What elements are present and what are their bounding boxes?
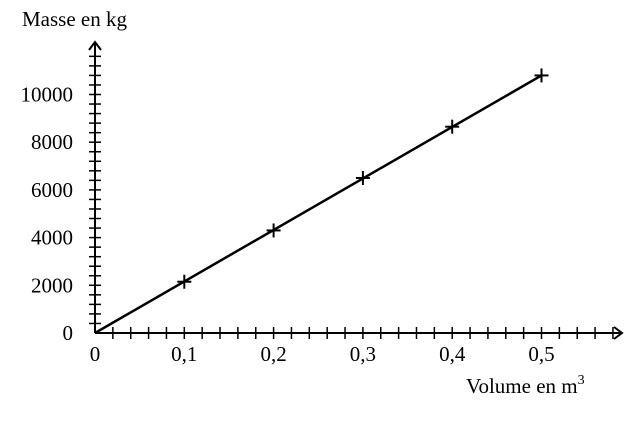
y-tick-label: 4000: [31, 226, 73, 250]
axes: [88, 40, 624, 340]
y-tick-label: 8000: [31, 130, 73, 154]
x-axis-title-text: Volume en m: [466, 374, 578, 398]
x-tick-label: 0,3: [350, 342, 376, 366]
y-tick-label: 2000: [31, 273, 73, 297]
tick-labels: 0 0,1 0,2 0,3 0,4 0,5 0 2000 4000 6000 8000 10000: [21, 83, 555, 367]
plot-area: [94, 68, 549, 335]
x-axis-title: Volume en m3: [466, 373, 585, 398]
data-point: [177, 274, 192, 289]
x-tick-label: 0,4: [439, 342, 466, 366]
x-tick-label: 0,5: [528, 342, 554, 366]
y-axis-title: Masse en kg: [22, 7, 127, 31]
x-axis-arrow: [613, 326, 624, 340]
data-point: [445, 119, 460, 134]
y-tick-label: 10000: [21, 83, 74, 107]
x-tick-label: 0,1: [171, 342, 197, 366]
y-axis-arrow: [88, 40, 102, 51]
fit-line: [94, 74, 543, 335]
axis-ticks: [89, 55, 614, 339]
y-tick-label: 6000: [31, 178, 73, 202]
y-tick-label: 0: [63, 321, 74, 345]
x-tick-label: 0,2: [260, 342, 286, 366]
data-point: [266, 223, 281, 238]
x-axis-title-sup: 3: [578, 373, 585, 388]
data-point: [355, 170, 370, 185]
data-point: [534, 68, 549, 83]
x-tick-label: 0: [90, 342, 101, 366]
